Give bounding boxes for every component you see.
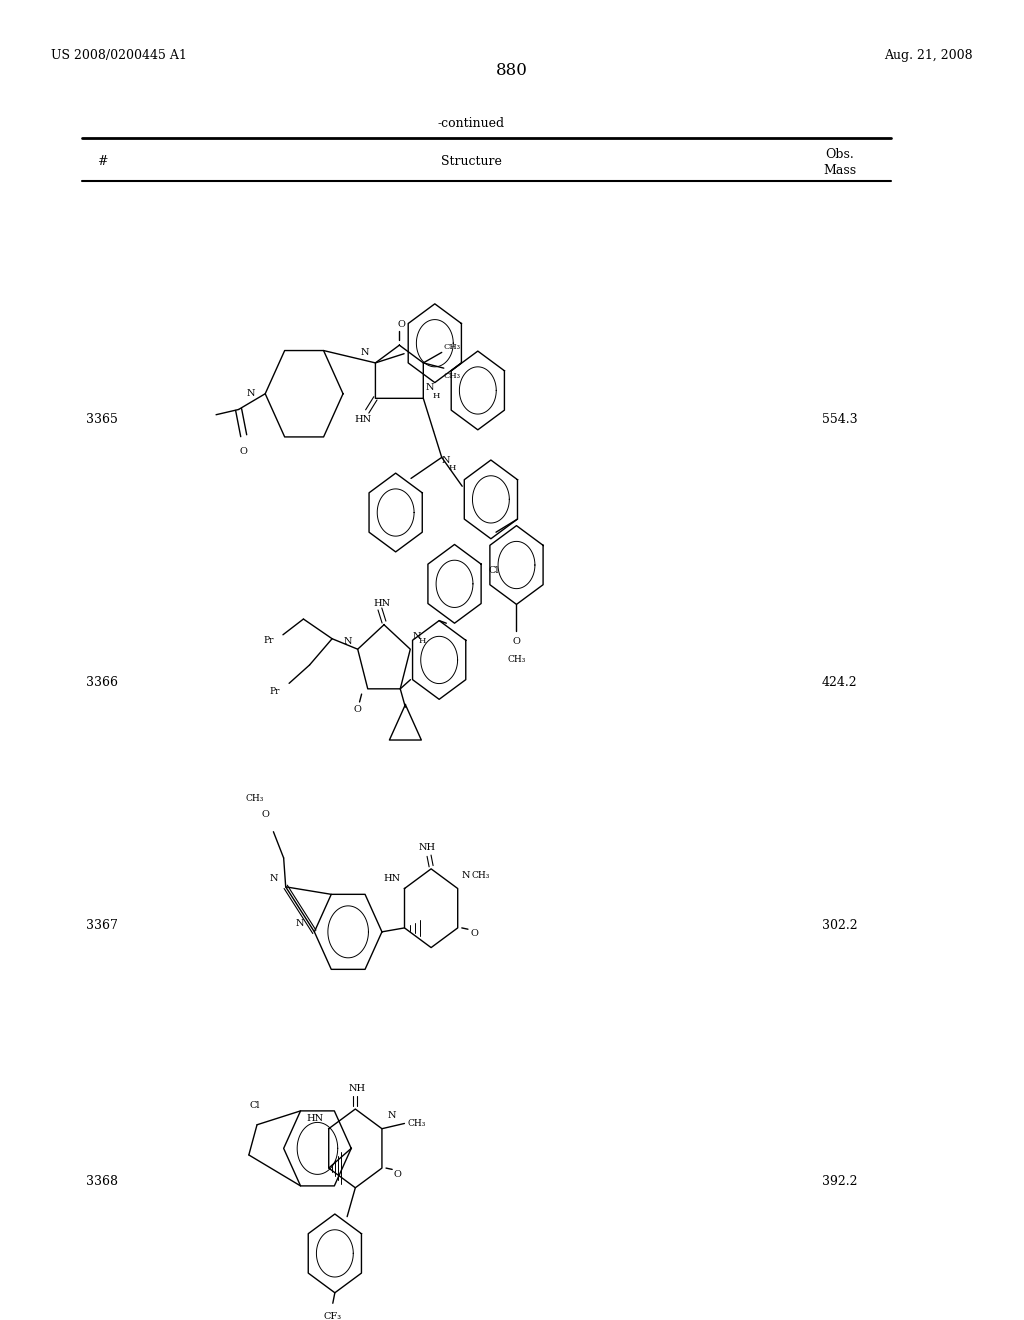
Text: N: N	[360, 348, 370, 356]
Text: 880: 880	[496, 62, 528, 79]
Text: H: H	[419, 638, 426, 645]
Text: NH: NH	[349, 1084, 366, 1093]
Text: O: O	[240, 447, 248, 455]
Text: 3368: 3368	[86, 1175, 119, 1188]
Text: 3365: 3365	[86, 413, 119, 426]
Text: -continued: -continued	[437, 117, 505, 129]
Text: Cl: Cl	[250, 1101, 260, 1110]
Text: CH₃: CH₃	[471, 871, 489, 880]
Text: N: N	[462, 871, 470, 880]
Text: 554.3: 554.3	[822, 413, 857, 426]
Text: 302.2: 302.2	[822, 919, 857, 932]
Text: US 2008/0200445 A1: US 2008/0200445 A1	[51, 49, 187, 62]
Text: O: O	[353, 705, 361, 714]
Text: NH: NH	[419, 843, 435, 853]
Text: Aug. 21, 2008: Aug. 21, 2008	[884, 49, 973, 62]
Text: N: N	[388, 1111, 396, 1121]
Text: #: #	[97, 154, 108, 168]
Text: CH₃: CH₃	[443, 372, 461, 380]
Text: Mass: Mass	[823, 164, 856, 177]
Text: N: N	[441, 455, 451, 465]
Text: 3366: 3366	[86, 676, 119, 689]
Text: H: H	[449, 463, 456, 471]
Text: 392.2: 392.2	[822, 1175, 857, 1188]
Text: CF₃: CF₃	[324, 1312, 342, 1320]
Text: O: O	[513, 636, 520, 645]
Text: O: O	[470, 929, 478, 937]
Text: HN: HN	[374, 599, 390, 609]
Text: HN: HN	[384, 874, 400, 883]
Text: N: N	[425, 383, 434, 392]
Text: CH₃: CH₃	[443, 343, 461, 351]
Text: O: O	[393, 1170, 401, 1179]
Text: Pr: Pr	[263, 635, 273, 644]
Text: HN: HN	[354, 414, 372, 424]
Text: Pr: Pr	[269, 686, 280, 696]
Text: O: O	[261, 810, 269, 820]
Text: CH₃: CH₃	[246, 795, 264, 804]
Text: 3367: 3367	[86, 919, 119, 932]
Text: HN: HN	[307, 1114, 324, 1123]
Text: 424.2: 424.2	[822, 676, 857, 689]
Text: Cl: Cl	[488, 566, 499, 576]
Text: N: N	[413, 631, 421, 640]
Text: N: N	[247, 389, 255, 399]
Text: Structure: Structure	[440, 154, 502, 168]
Text: O: O	[397, 319, 406, 329]
Text: N: N	[296, 920, 304, 928]
Text: H: H	[433, 392, 440, 400]
Text: N: N	[343, 636, 351, 645]
Text: CH₃: CH₃	[507, 655, 525, 664]
Text: N: N	[269, 874, 278, 883]
Text: Obs.: Obs.	[825, 148, 854, 161]
Text: CH₃: CH₃	[408, 1119, 426, 1129]
